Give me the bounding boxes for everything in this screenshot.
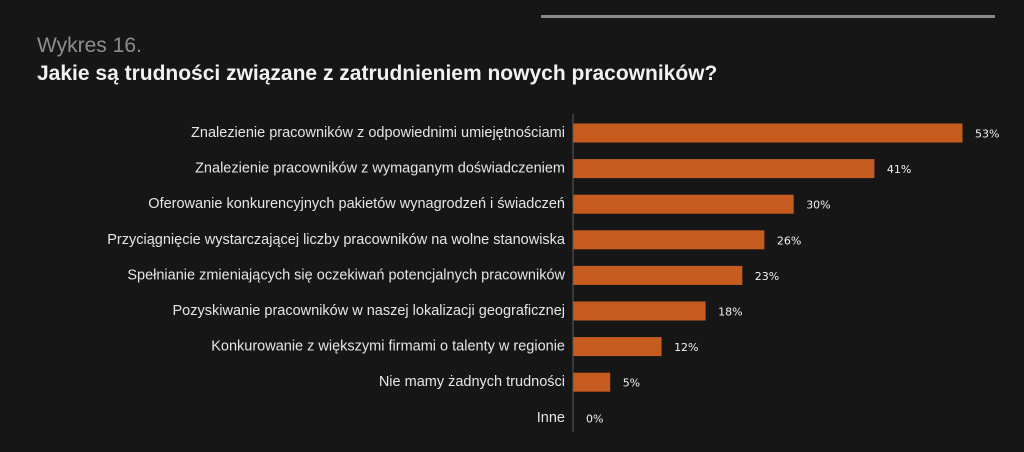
category-label: Znalezienie pracowników z wymaganym dośw… [195,161,565,177]
value-label: 12% [674,341,698,354]
value-label: 53% [975,128,999,141]
category-label: Nie mamy żadnych trudności [379,374,565,390]
chart-title: Jakie są trudności związane z zatrudnien… [37,62,718,85]
bar [573,159,875,179]
value-label: 0% [586,412,603,425]
bar [573,337,662,357]
value-label: 5% [623,377,640,390]
bar [573,123,963,143]
category-label: Przyciągnięcie wystarczającej liczby pra… [107,232,566,248]
bar [573,372,611,392]
value-label: 18% [718,306,742,319]
category-label: Konkurowanie z większymi firmami o talen… [211,339,565,355]
category-label: Znalezienie pracowników z odpowiednimi u… [191,125,565,141]
category-label: Spełnianie zmieniających się oczekiwań p… [127,267,565,283]
value-label: 41% [887,163,911,176]
bar [573,230,765,250]
value-label: 26% [777,234,801,247]
top-rule [541,15,995,18]
bar [573,194,794,214]
value-label: 23% [755,270,779,283]
chart-number: Wykres 16. [37,34,142,57]
bar [573,265,743,285]
value-label: 30% [806,199,830,212]
bar [573,301,706,321]
category-label: Inne [537,410,565,426]
category-label: Pozyskiwanie pracowników w naszej lokali… [173,303,565,319]
category-label: Oferowanie konkurencyjnych pakietów wyna… [148,196,565,212]
